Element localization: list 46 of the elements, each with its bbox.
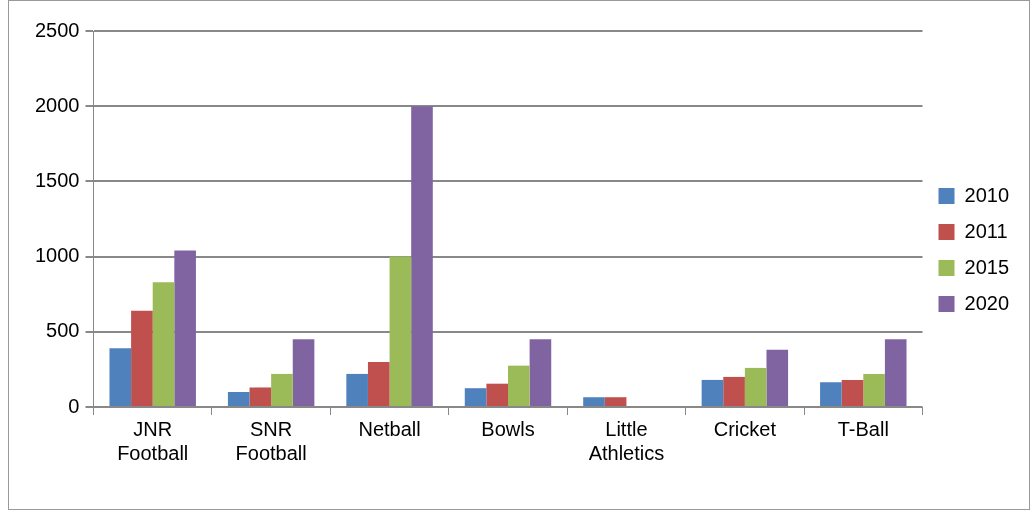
bar xyxy=(389,256,412,406)
bar xyxy=(820,382,842,406)
bar xyxy=(723,376,745,406)
bar xyxy=(367,361,390,406)
bar xyxy=(766,349,789,406)
bar xyxy=(744,367,767,406)
legend-label: 2011 xyxy=(964,219,1008,242)
bar xyxy=(346,373,368,406)
bar xyxy=(464,388,487,406)
bar xyxy=(604,397,627,406)
category-label: Football xyxy=(235,441,307,464)
bar xyxy=(508,365,530,406)
bar xyxy=(583,397,605,406)
bar xyxy=(131,310,153,406)
x-tick-label: T-Ball xyxy=(837,417,889,440)
y-tick-label: 1500 xyxy=(34,168,80,191)
x-tick-label: Bowls xyxy=(481,417,535,440)
legend-label: 2015 xyxy=(964,255,1010,278)
bar xyxy=(863,373,885,406)
category-label: SNR xyxy=(250,417,293,440)
bar xyxy=(271,373,293,406)
bar xyxy=(152,282,175,406)
category-label: Little xyxy=(605,417,648,440)
category-label: JNR xyxy=(133,417,173,440)
bar xyxy=(529,339,552,406)
bar xyxy=(227,391,250,406)
bar xyxy=(292,339,315,406)
y-tick-label: 1000 xyxy=(34,244,80,267)
legend-label: 2020 xyxy=(964,291,1010,314)
y-tick-label: 2000 xyxy=(34,93,80,116)
bar xyxy=(486,383,508,406)
y-tick-label: 2500 xyxy=(34,18,80,41)
category-label: Football xyxy=(117,441,189,464)
bar xyxy=(701,379,724,406)
category-label: Athletics xyxy=(588,441,665,464)
x-tick-label: Cricket xyxy=(713,417,777,440)
bar xyxy=(109,348,132,406)
bar xyxy=(884,339,907,406)
y-tick-label: 0 xyxy=(68,394,80,417)
y-tick-label: 500 xyxy=(46,319,80,342)
legend-label: 2010 xyxy=(964,183,1010,206)
bar xyxy=(249,387,272,406)
bar xyxy=(411,106,433,406)
bar xyxy=(174,250,196,406)
bar xyxy=(841,379,864,406)
x-tick-label: Netball xyxy=(358,417,421,440)
